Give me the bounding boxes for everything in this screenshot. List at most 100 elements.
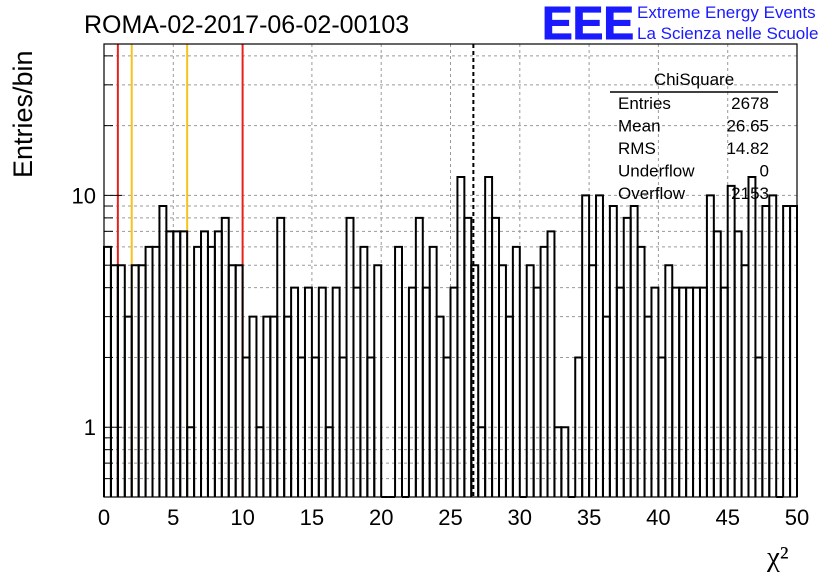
x-tick-label: 25 [438,505,462,530]
histogram-bin [352,286,362,497]
x-tick-label: 10 [230,505,254,530]
histogram-bin [484,176,494,497]
stats-value: 2678 [731,94,769,113]
histogram-bin [262,315,272,497]
y-tick-label: 10 [72,183,96,208]
stats-value: 14.82 [726,139,769,158]
x-tick-label: 40 [646,505,670,530]
histogram-bin [581,194,591,497]
histogram-bin [179,230,189,497]
histogram-bin [546,230,556,497]
histogram-bin [650,286,660,497]
histogram-bin [588,264,598,497]
y-axis-label: Entries/bin [8,50,38,178]
histogram-bin [331,286,341,497]
histogram-bin [504,315,514,497]
stats-value: 0 [760,162,769,181]
histogram-bin [137,264,147,497]
histogram-bin [130,264,140,497]
histogram-bin [782,205,792,497]
histogram-bin [532,286,542,497]
histogram-bars [103,176,798,498]
histogram-bin [733,230,743,497]
histogram-bin [671,286,681,497]
histogram-bin [394,245,403,497]
histogram-bin [290,286,300,497]
histogram-bin [123,315,133,497]
histogram-bin [234,264,244,497]
histogram-bin [740,264,750,497]
histogram-bin [435,315,445,497]
histogram-bin [283,315,293,497]
histogram-bin [685,286,695,497]
histogram-bin [421,286,431,497]
stats-box: ChiSquare Entries 2678 Mean 26.65 RMS 14.82 Un… [610,70,778,203]
histogram-bin [303,286,313,497]
logo-line-2: La Scienza nelle Scuole [637,24,818,43]
histogram-bin [726,184,736,497]
x-axis-label: χ² [766,541,789,572]
x-tick-label: 50 [785,505,809,530]
histogram-bin [719,286,729,497]
histogram-bin [227,264,237,497]
histogram-bin [608,205,618,497]
histogram-bin [629,205,639,497]
y-tick-label: 1 [84,415,96,440]
eee-logo: EEE Extreme Energy Events La Scienza nel… [542,0,819,50]
histogram-bin [213,230,223,497]
histogram-bin [768,194,778,497]
histogram-bin [407,286,417,497]
stats-value: 2153 [731,184,769,203]
histogram-bin [172,230,182,497]
histogram-bin [144,245,154,497]
logo-line-1: Extreme Energy Events [637,3,816,22]
histogram-bin [248,315,258,497]
x-tick-label: 30 [508,505,532,530]
histogram-bin [116,264,126,497]
x-tick-label: 20 [369,505,393,530]
histogram-bin [511,245,521,497]
x-tick-label: 35 [577,505,601,530]
axes: 0 5 10 15 20 25 30 35 40 45 50 1 10 [72,43,809,530]
histogram-bin [206,245,216,497]
stats-label: RMS [618,139,656,158]
histogram-bin [539,245,549,497]
stats-value: 26.65 [726,117,769,136]
histogram-bin [705,194,715,497]
stats-title: ChiSquare [654,70,734,89]
x-tick-label: 0 [98,505,110,530]
histogram-bin [678,286,688,497]
eee-logo-mark: EEE [542,0,634,49]
histogram-bin [158,205,168,497]
stats-label: Underflow [618,162,695,181]
histogram-bin [643,315,653,497]
histogram-bin [712,230,722,497]
reference-lines [116,44,475,497]
histogram-bin [109,264,119,497]
histogram-bin [359,245,369,497]
histogram-bin [470,264,480,497]
histogram-bin [615,286,625,497]
stats-label: Overflow [618,184,686,203]
histogram-bin [428,245,438,497]
histogram-bin [560,426,570,497]
stats-rows: Entries 2678 Mean 26.65 RMS 14.82 Underflow 0 Ov… [618,94,769,203]
histogram-bin [151,245,161,497]
x-tick-label: 45 [715,505,739,530]
histogram-bin [317,286,327,497]
stats-label: Mean [618,117,661,136]
stats-label: Entries [618,94,671,113]
histogram-bin [498,264,507,497]
histogram-bin [789,205,798,497]
histogram-bin [193,245,203,497]
histogram-bin [761,205,771,497]
histogram-bin [601,315,611,497]
histogram-bin [200,230,209,497]
histogram-bin [747,176,757,497]
histogram-bin [373,264,383,497]
histogram-bin [525,264,535,497]
histogram-bin [698,286,708,497]
histogram-bin [456,176,466,497]
histogram-bin [103,245,112,497]
